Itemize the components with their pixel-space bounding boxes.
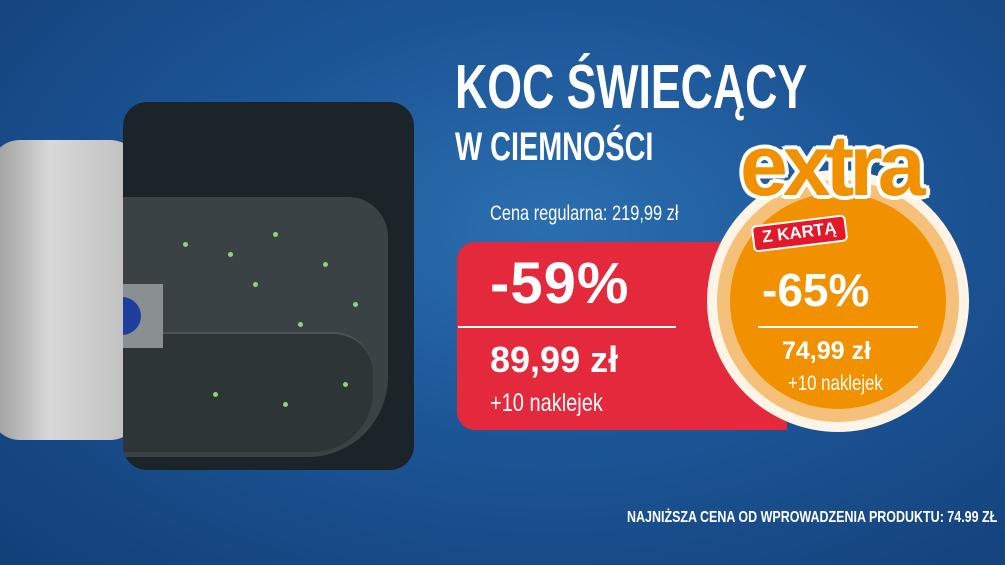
glow-star [323,262,328,267]
glow-star [353,302,358,307]
glow-star [283,402,288,407]
card-discount: -65% [762,264,870,316]
title-line-1: KOC ŚWIECĄCY [455,53,808,122]
glow-star [253,282,258,287]
title-line-2: W CIEMNOŚCI [455,125,654,169]
blanket-daylight-image [0,140,140,440]
standard-stickers: +10 naklejek [490,389,603,417]
divider [758,326,918,328]
nasa-logo [123,297,141,335]
glow-star [273,232,278,237]
card-stickers: +10 naklejek [788,372,883,395]
extra-logo: extra [740,118,926,214]
blanket-fold-lower [123,332,373,452]
card-price: 74,99 zł [782,337,871,365]
glow-star [213,392,218,397]
standard-discount: -59% [490,251,630,316]
glow-star [228,252,233,257]
glow-star [343,382,348,387]
standard-price: 89,99 zł [490,339,619,380]
lowest-price-note: NAJNIŻSZA CENA OD WPROWADZENIA PRODUKTU:… [627,509,998,526]
glow-star [298,322,303,327]
divider [458,326,676,328]
blanket-glow-image [123,102,414,470]
glow-star [183,242,188,247]
regular-price: Cena regularna: 219,99 zł [490,202,679,225]
